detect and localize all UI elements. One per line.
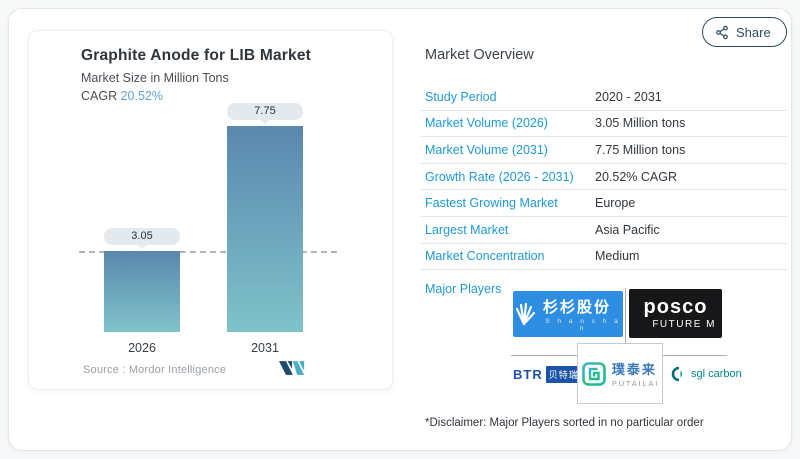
- putailai-icon: [582, 361, 606, 386]
- row-value: Asia Pacific: [595, 222, 660, 237]
- row-label: Market Volume (2026): [425, 116, 548, 131]
- table-row: Market Volume (2026) 3.05 Million tons: [420, 111, 787, 138]
- cagr-label: CAGR: [81, 89, 118, 103]
- disclaimer-text: *Disclaimer: Major Players sorted in no …: [425, 417, 704, 429]
- major-players-label: Major Players: [425, 282, 502, 296]
- row-value: Medium: [595, 249, 640, 264]
- row-value: Europe: [595, 196, 636, 211]
- btr-cn-text: 贝特瑞: [545, 366, 582, 383]
- sgl-carbon-logo: sgl carbon: [670, 366, 742, 382]
- sgl-carbon-icon: [671, 366, 683, 382]
- table-row: Largest Market Asia Pacific: [420, 217, 787, 244]
- row-label: Market Volume (2031): [425, 142, 548, 157]
- mordor-intelligence-logo-icon: [279, 361, 305, 375]
- chart-subtitle: Market Size in Million Tons: [81, 71, 229, 85]
- row-label: Growth Rate (2026 - 2031): [425, 169, 574, 184]
- posco-future-m-text: FUTURE M: [652, 319, 716, 330]
- share-button-label: Share: [736, 24, 771, 40]
- row-value: 7.75 Million tons: [595, 142, 686, 157]
- row-value: 2020 - 2031: [595, 89, 662, 104]
- shanshan-logo: 杉杉股份 S h a n s h a n: [513, 291, 623, 337]
- putailai-logo-card: 璞泰来 PUTAILAI: [577, 343, 663, 404]
- row-value: 3.05 Million tons: [595, 116, 686, 131]
- putailai-en-text: PUTAILAI: [611, 379, 660, 388]
- table-row: Market Concentration Medium: [420, 244, 787, 271]
- putailai-cn-text: 璞泰来: [611, 362, 657, 377]
- row-value: 20.52% CAGR: [595, 169, 677, 184]
- x-axis-label-2031: 2031: [251, 341, 279, 355]
- overview-table: Study Period 2020 - 2031 Market Volume (…: [420, 84, 787, 271]
- row-label: Study Period: [425, 89, 497, 104]
- row-label: Largest Market: [425, 222, 509, 237]
- cagr-value: 20.52%: [120, 89, 164, 103]
- share-icon: [716, 25, 728, 39]
- posco-wordmark: posco: [643, 296, 708, 318]
- overview-heading: Market Overview: [425, 47, 534, 63]
- btr-wordmark: BTR: [513, 367, 543, 382]
- chart-card: Graphite Anode for LIB Market Market Siz…: [28, 30, 393, 390]
- table-row: Fastest Growing Market Europe: [420, 190, 787, 217]
- chart-title: Graphite Anode for LIB Market: [81, 47, 311, 64]
- logo-vertical-divider: [625, 288, 626, 344]
- x-axis-label-2026: 2026: [128, 341, 156, 355]
- shanshan-cn-text: 杉杉股份: [542, 299, 611, 316]
- bar-2026: [104, 250, 180, 332]
- table-row: Study Period 2020 - 2031: [420, 84, 787, 111]
- source-attribution: Source : Mordor Intelligence: [83, 364, 227, 376]
- btr-logo: BTR 贝特瑞: [513, 366, 582, 383]
- data-label-2026: 3.05: [104, 227, 180, 249]
- shanshan-en-text: S h a n s h a n: [545, 318, 621, 332]
- data-label-2031: 7.75: [227, 103, 303, 124]
- row-label: Market Concentration: [425, 249, 545, 264]
- row-label: Fastest Growing Market: [425, 196, 558, 211]
- table-row: Growth Rate (2026 - 2031) 20.52% CAGR: [420, 164, 787, 191]
- table-row: Market Volume (2031) 7.75 Million tons: [420, 137, 787, 164]
- bar-2031: [227, 126, 303, 332]
- dashed-baseline: [79, 250, 337, 253]
- posco-future-m-logo: posco FUTURE M: [629, 289, 722, 338]
- chart-cagr: CAGR 20.52%: [81, 89, 163, 103]
- share-button[interactable]: Share: [702, 17, 787, 47]
- shanshan-tree-icon: [515, 302, 536, 326]
- sgl-carbon-text: sgl carbon: [691, 368, 742, 380]
